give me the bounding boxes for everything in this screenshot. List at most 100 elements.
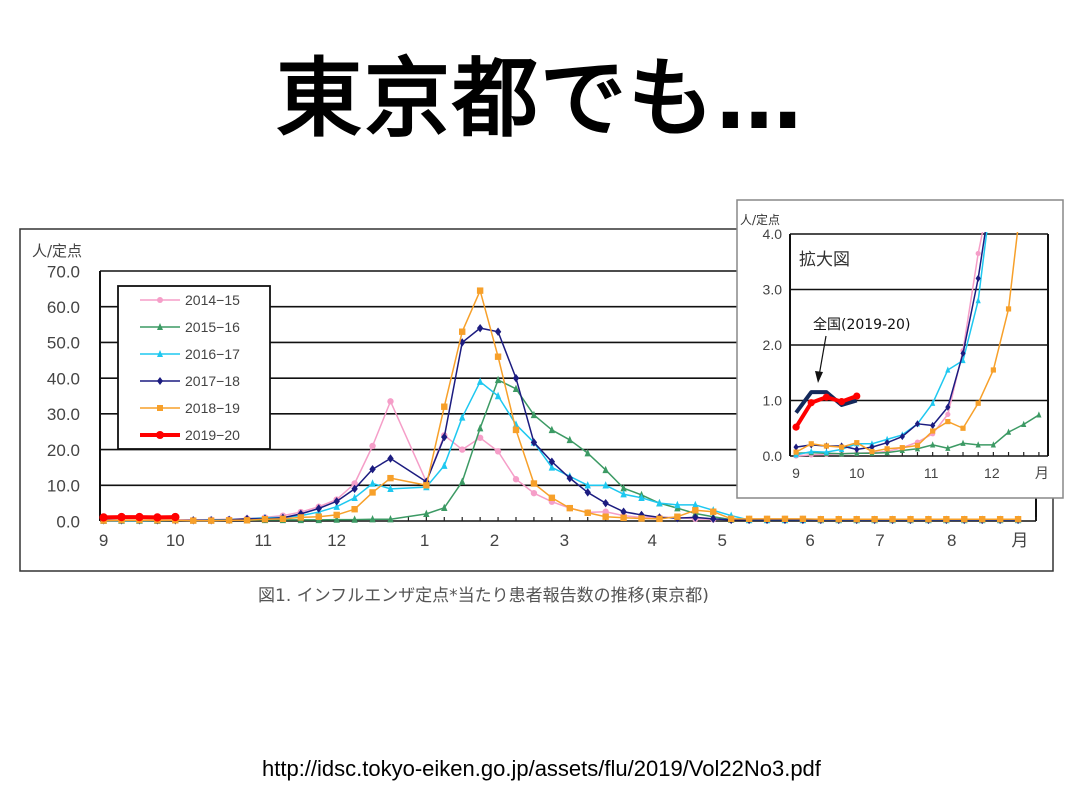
data-point-2019−20 <box>807 399 815 407</box>
data-point-2017−18 <box>869 443 875 451</box>
data-point-2015−16 <box>494 375 502 384</box>
data-point-2015−16 <box>945 444 951 451</box>
x-tick-label: 11 <box>254 531 272 550</box>
data-point-2015−16 <box>548 425 556 434</box>
data-point-2018−19 <box>279 515 287 523</box>
inset-y-axis-unit: 人/定点 <box>740 212 780 227</box>
data-point-2015−16 <box>1005 428 1012 435</box>
data-point-2017−18 <box>548 457 556 466</box>
data-point-2017−18 <box>930 421 936 430</box>
data-point-2015−16 <box>914 445 921 452</box>
legend-swatch-marker <box>157 377 163 385</box>
data-point-2017−18 <box>710 514 717 524</box>
data-point-2018−19 <box>190 517 197 524</box>
data-point-2018−19 <box>207 517 215 524</box>
x-tick-label: 3 <box>560 531 569 550</box>
x-tick-label: 10 <box>849 465 865 481</box>
data-point-2018−19 <box>884 446 890 452</box>
data-point-2018−19 <box>990 367 996 373</box>
data-point-2017−18 <box>369 465 376 474</box>
x-tick-label: 12 <box>984 465 1000 481</box>
legend-swatch-marker <box>157 405 163 411</box>
data-point-2016−17 <box>369 479 376 487</box>
y-tick-label: 40.0 <box>47 369 80 388</box>
data-point-2018−19 <box>808 441 814 447</box>
legend-label: 2018−19 <box>185 400 240 416</box>
data-point-2018−19 <box>781 515 789 523</box>
x-tick-label: 11 <box>924 465 939 481</box>
data-point-2016−17 <box>869 440 875 447</box>
data-point-2015−16 <box>459 477 466 485</box>
legend-label: 2016−17 <box>185 346 240 362</box>
data-point-2016−17 <box>808 447 814 455</box>
data-point-2015−16 <box>584 448 591 457</box>
y-tick-label: 2.0 <box>763 337 783 353</box>
data-point-2016−17 <box>692 500 699 509</box>
data-point-2018−19 <box>763 515 771 523</box>
data-point-2018−19 <box>925 516 932 523</box>
series-group <box>99 287 1022 525</box>
data-point-2017−18 <box>315 504 322 513</box>
data-point-2018−19 <box>602 513 609 520</box>
y-tick-label: 10.0 <box>47 477 80 496</box>
data-point-2016−17 <box>459 413 466 421</box>
data-point-2018−19 <box>261 516 269 523</box>
source-url[interactable]: http://idsc.tokyo-eiken.go.jp/assets/flu… <box>262 756 821 781</box>
data-point-2015−16 <box>369 515 376 523</box>
data-point-2015−16 <box>930 441 936 448</box>
data-point-2015−16 <box>333 515 340 523</box>
data-point-2014−15 <box>494 448 502 455</box>
y-tick-label: 50.0 <box>47 334 80 353</box>
data-point-2016−17 <box>674 500 681 509</box>
data-point-2018−19 <box>979 516 986 523</box>
data-point-2015−16 <box>839 450 845 457</box>
data-point-2018−19 <box>945 418 951 425</box>
data-point-2017−18 <box>512 373 520 383</box>
legend: 2014−15 2015−16 2016−17 2017−18 2018−19 2019−… <box>117 285 271 450</box>
x-tick-label: 10 <box>166 531 185 550</box>
data-point-2017−18 <box>975 274 981 282</box>
data-point-2016−17 <box>584 481 591 489</box>
legend-label: 2019−20 <box>185 427 240 443</box>
data-point-2018−19 <box>871 516 878 523</box>
data-point-2017−18 <box>692 513 699 522</box>
y-tick-label: 30.0 <box>47 405 80 424</box>
data-point-2014−15 <box>387 398 394 405</box>
data-point-2018−19 <box>566 504 573 512</box>
data-point-2018−19 <box>839 444 845 450</box>
data-point-2016−17 <box>351 493 358 501</box>
data-point-2015−16 <box>530 410 538 419</box>
data-point-2017−18 <box>793 443 799 451</box>
data-point-2016−17 <box>884 435 890 442</box>
data-point-2015−16 <box>990 441 996 448</box>
data-point-2015−16 <box>512 384 520 393</box>
annotation-arrow <box>818 335 827 377</box>
data-point-2018−19 <box>996 516 1004 523</box>
data-point-2015−16 <box>351 515 358 523</box>
data-point-2018−19 <box>494 353 502 360</box>
data-point-2014−15 <box>369 442 376 450</box>
data-point-2016−17 <box>991 175 996 181</box>
data-point-2019−20 <box>822 393 831 401</box>
data-point-2016−17 <box>620 490 627 498</box>
data-point-2018−19 <box>459 328 466 335</box>
data-point-2017−18 <box>914 420 921 428</box>
y-axis-unit: 人/定点 <box>32 242 82 260</box>
data-point-2016−17 <box>387 484 394 493</box>
data-point-2016−17 <box>960 356 966 364</box>
data-point-2019−20 <box>838 398 846 406</box>
x-tick-label: 5 <box>717 531 726 550</box>
legend-swatch-marker <box>156 431 164 439</box>
y-tick-label: 1.0 <box>763 393 783 409</box>
data-point-2014−15 <box>476 434 484 441</box>
data-point-2018−19 <box>853 516 860 523</box>
data-point-2017−18 <box>494 327 502 336</box>
data-point-2018−19 <box>899 445 905 451</box>
data-point-2014−15 <box>602 508 609 515</box>
data-point-2019−20 <box>792 423 800 431</box>
data-point-2017−18 <box>620 507 627 516</box>
data-point-2017−18 <box>991 175 996 182</box>
data-point-2018−19 <box>907 516 914 523</box>
data-point-2016−17 <box>333 502 340 510</box>
data-point-2017−18 <box>854 445 860 453</box>
